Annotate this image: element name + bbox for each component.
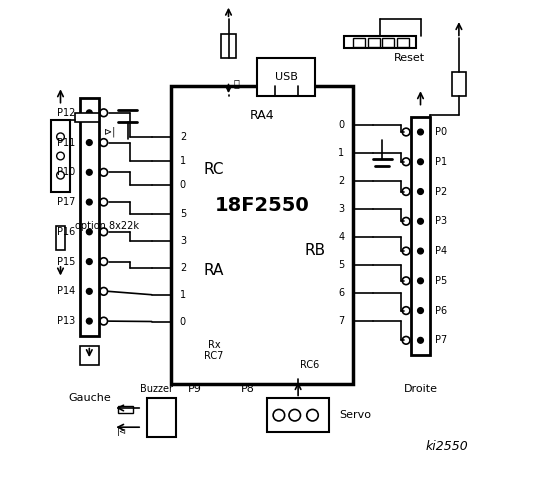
Text: 7: 7	[338, 316, 345, 326]
Circle shape	[418, 248, 424, 254]
Text: Reset: Reset	[394, 53, 425, 62]
Circle shape	[418, 218, 424, 224]
Text: 4: 4	[338, 232, 345, 242]
Text: 0: 0	[180, 180, 186, 190]
Circle shape	[418, 278, 424, 284]
Text: option 8x22k: option 8x22k	[75, 221, 139, 230]
Circle shape	[418, 337, 424, 343]
Text: P7: P7	[435, 336, 447, 345]
Circle shape	[86, 199, 92, 205]
Text: P14: P14	[56, 287, 75, 296]
Bar	[353, 38, 366, 47]
Circle shape	[418, 308, 424, 313]
Text: P3: P3	[435, 216, 447, 226]
Text: P1: P1	[435, 157, 447, 167]
Text: P0: P0	[435, 127, 447, 137]
Text: 3: 3	[338, 204, 345, 214]
Circle shape	[86, 140, 92, 145]
Text: P15: P15	[56, 257, 75, 266]
Circle shape	[86, 288, 92, 294]
Circle shape	[86, 169, 92, 175]
Bar	[382, 38, 394, 47]
Circle shape	[418, 129, 424, 135]
Circle shape	[86, 259, 92, 264]
Text: 5: 5	[180, 209, 186, 219]
Bar	[75, 113, 99, 122]
Bar	[80, 98, 99, 336]
Text: 0: 0	[180, 316, 186, 326]
Circle shape	[86, 110, 92, 116]
Text: Servo: Servo	[339, 410, 371, 420]
Circle shape	[86, 318, 92, 324]
Bar	[257, 58, 315, 96]
Text: 2: 2	[180, 263, 186, 273]
Text: 1: 1	[180, 156, 186, 166]
Bar	[56, 226, 65, 250]
Text: P13: P13	[56, 316, 75, 326]
Text: 2: 2	[338, 176, 345, 186]
Text: ki2550: ki2550	[426, 440, 468, 453]
Bar	[411, 117, 430, 355]
Bar	[51, 120, 70, 192]
Bar	[118, 406, 133, 413]
Text: 5: 5	[338, 260, 345, 270]
Circle shape	[86, 229, 92, 235]
Text: 0: 0	[338, 120, 345, 130]
Text: 1: 1	[338, 148, 345, 158]
Text: P8: P8	[241, 384, 254, 394]
Bar	[344, 36, 416, 48]
Bar	[221, 34, 236, 58]
Text: RC6: RC6	[300, 360, 320, 370]
Bar	[80, 346, 99, 365]
Text: RC: RC	[204, 162, 225, 177]
Text: Droite: Droite	[404, 384, 437, 394]
Text: P11: P11	[56, 138, 75, 147]
Bar	[171, 86, 353, 384]
Circle shape	[418, 159, 424, 165]
Text: Buzzer: Buzzer	[140, 384, 173, 394]
Bar	[452, 72, 466, 96]
Bar	[267, 398, 329, 432]
Text: RB: RB	[304, 242, 326, 258]
Text: P9: P9	[188, 384, 202, 394]
Text: P4: P4	[435, 246, 447, 256]
Text: P2: P2	[435, 187, 447, 196]
Text: P6: P6	[435, 306, 447, 315]
Text: P5: P5	[435, 276, 447, 286]
Text: P17: P17	[56, 197, 75, 207]
Text: 2: 2	[180, 132, 186, 142]
Text: Rx
RC7: Rx RC7	[205, 339, 224, 361]
Text: ⤡: ⤡	[233, 78, 239, 88]
Circle shape	[418, 189, 424, 194]
Text: RA4: RA4	[250, 108, 274, 122]
Text: 1: 1	[180, 290, 186, 300]
Text: 3: 3	[180, 236, 186, 246]
Text: ⊳|: ⊳|	[116, 425, 126, 434]
Text: 18F2550: 18F2550	[215, 196, 310, 215]
Text: P12: P12	[56, 108, 75, 118]
Text: USB: USB	[275, 72, 298, 82]
Text: ⊳|: ⊳|	[104, 126, 115, 137]
Text: P10: P10	[56, 168, 75, 177]
Text: 6: 6	[338, 288, 345, 298]
Text: RA: RA	[204, 264, 225, 278]
Text: Gauche: Gauche	[68, 394, 111, 403]
Text: P16: P16	[56, 227, 75, 237]
Bar	[368, 38, 380, 47]
Bar	[147, 398, 176, 437]
Bar	[397, 38, 409, 47]
